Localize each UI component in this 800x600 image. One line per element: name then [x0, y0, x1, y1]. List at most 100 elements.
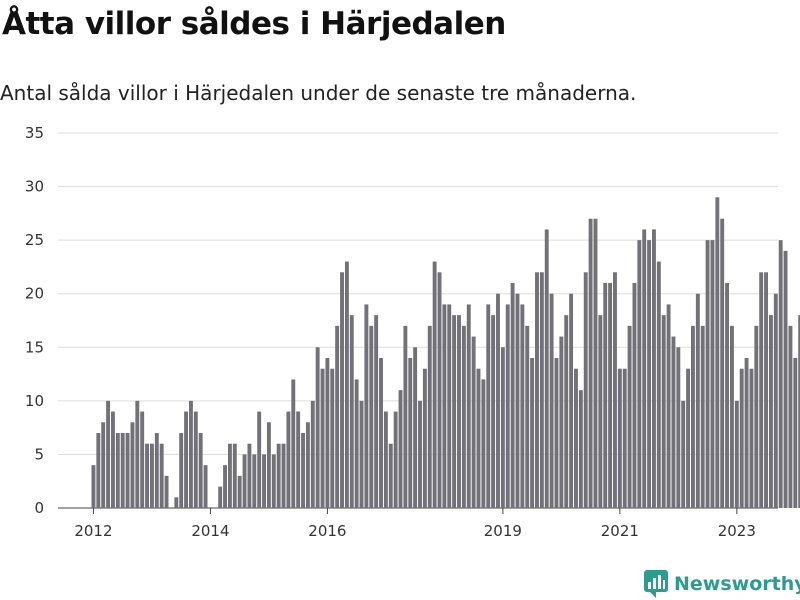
bar	[457, 315, 461, 508]
bar	[247, 443, 252, 508]
bar	[179, 433, 184, 508]
bar	[642, 229, 647, 508]
bar	[578, 390, 583, 508]
bar	[759, 272, 764, 508]
bar	[349, 315, 354, 508]
bar	[379, 358, 383, 508]
chart-title: Åtta villor såldes i Härjedalen	[2, 6, 506, 42]
bar	[715, 197, 720, 509]
bar	[603, 283, 608, 508]
bar	[374, 315, 379, 508]
bar	[91, 465, 96, 508]
bar	[188, 400, 193, 508]
bar	[461, 325, 466, 508]
bar	[427, 325, 432, 508]
bar	[583, 272, 588, 508]
bar	[481, 379, 486, 508]
bar	[418, 400, 422, 508]
y-axis: 0 5 10 15 20 25 30 35	[25, 124, 44, 517]
bar	[705, 240, 710, 508]
bar	[101, 422, 106, 508]
bar	[106, 400, 111, 508]
bar	[398, 390, 403, 508]
bar	[422, 368, 427, 508]
y-tick-label: 10	[25, 392, 44, 410]
bar	[676, 347, 681, 508]
bar	[388, 443, 393, 508]
bar	[593, 218, 598, 508]
y-tick-label: 0	[34, 499, 44, 517]
bar	[652, 229, 656, 508]
bar	[276, 443, 281, 508]
bar	[286, 411, 291, 508]
bar	[125, 433, 130, 508]
bar	[647, 240, 652, 508]
bar	[291, 379, 296, 508]
bar	[281, 443, 286, 508]
bar	[364, 304, 369, 508]
bar	[564, 315, 569, 508]
bar	[627, 325, 632, 508]
bar	[754, 325, 759, 508]
bar	[184, 411, 189, 508]
bar	[403, 325, 408, 508]
bar	[242, 454, 247, 508]
bar	[447, 304, 452, 508]
bar	[691, 325, 695, 508]
bar	[637, 240, 642, 508]
bar	[340, 272, 344, 508]
bar	[778, 240, 783, 508]
bar	[520, 304, 525, 508]
bar	[164, 475, 169, 508]
bar	[218, 486, 223, 508]
bar	[525, 325, 530, 508]
bar	[466, 304, 471, 508]
bar	[237, 475, 242, 508]
bar	[159, 443, 164, 508]
bar	[452, 315, 457, 508]
bar	[232, 443, 237, 508]
bar	[622, 368, 627, 508]
bar	[788, 325, 793, 508]
x-tick-label: 2019	[484, 522, 522, 540]
bar	[549, 293, 554, 508]
bar	[764, 272, 769, 508]
bar	[149, 443, 154, 508]
bar	[271, 454, 276, 508]
bar	[530, 358, 535, 508]
bar	[720, 218, 725, 508]
bar	[471, 336, 476, 508]
bar	[193, 411, 198, 508]
bar	[301, 433, 305, 508]
bar	[700, 325, 705, 508]
bar	[393, 411, 398, 508]
bar	[154, 433, 159, 508]
bar	[437, 272, 442, 508]
x-tick-label: 2014	[191, 522, 229, 540]
bar	[671, 336, 676, 508]
bar	[198, 433, 203, 508]
bar	[335, 325, 340, 508]
bar	[539, 272, 544, 508]
bar	[354, 379, 359, 508]
bar	[632, 283, 637, 508]
bar	[486, 304, 491, 508]
bar	[510, 283, 515, 508]
x-tick-label: 2021	[601, 522, 639, 540]
newsworthy-logo-icon	[644, 570, 668, 598]
bar-chart: 0 5 10 15 20 25 30 35 2012 2014 2016 2019 2021 2023 2…	[25, 124, 800, 540]
y-tick-label: 25	[25, 231, 44, 249]
bar	[559, 336, 564, 508]
bar	[496, 293, 500, 508]
bar	[130, 422, 135, 508]
bar	[315, 347, 320, 508]
bar	[505, 304, 510, 508]
bar	[344, 261, 349, 508]
bar	[266, 422, 271, 508]
bar	[296, 411, 301, 508]
bar	[310, 400, 315, 508]
bar	[666, 304, 671, 508]
bar	[320, 368, 325, 508]
chart-subtitle: Antal sålda villor i Härjedalen under de…	[0, 81, 637, 105]
bar	[330, 368, 335, 508]
